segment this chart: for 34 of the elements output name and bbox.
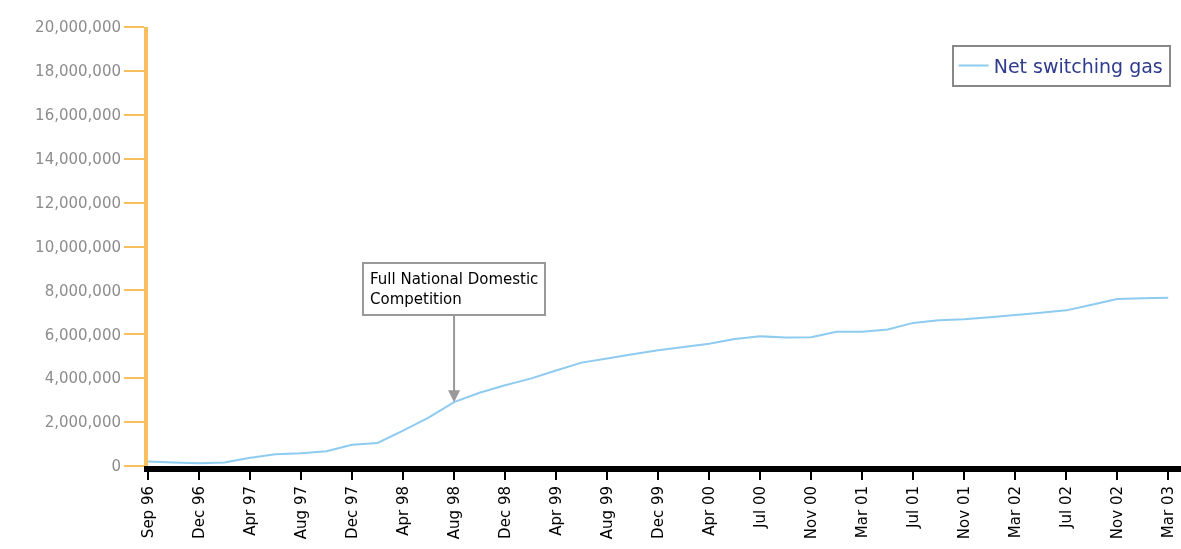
x-tick-label: Aug 98 <box>444 486 463 540</box>
x-tick-label: Jul 00 <box>751 486 770 529</box>
x-tick-label: Nov 01 <box>955 486 974 540</box>
y-tick-label: 6,000,000 <box>44 325 121 344</box>
y-tick-label: 2,000,000 <box>44 413 121 432</box>
y-tick-label: 10,000,000 <box>35 237 121 256</box>
x-tick-label: Dec 97 <box>342 486 361 539</box>
x-tick-label: Apr 97 <box>240 486 259 536</box>
y-tick-label: 0 <box>111 457 121 476</box>
x-tick-label: Apr 98 <box>393 486 412 536</box>
x-tick-label: Nov 02 <box>1108 486 1127 540</box>
x-tick-label: Apr 00 <box>700 486 719 536</box>
y-tick-label: 18,000,000 <box>35 62 121 81</box>
x-tick-label: Aug 97 <box>291 486 310 540</box>
y-tick-label: 4,000,000 <box>44 369 121 388</box>
x-tick-label: Apr 99 <box>546 486 565 536</box>
x-tick-label: Jul 01 <box>904 486 923 529</box>
y-tick-label: 8,000,000 <box>44 281 121 300</box>
x-tick-label: Nov 00 <box>802 486 821 540</box>
x-tick-label: Dec 98 <box>495 486 514 539</box>
x-tick-label: Dec 96 <box>189 486 208 539</box>
legend-label: Net switching gas <box>993 54 1163 77</box>
y-tick-label: 16,000,000 <box>35 106 121 125</box>
x-tick-label: Sep 96 <box>138 486 157 539</box>
y-tick-label: 20,000,000 <box>35 18 121 37</box>
x-tick-label: Jul 02 <box>1057 486 1076 529</box>
x-tick-label: Mar 03 <box>1159 486 1178 539</box>
x-tick-label: Aug 99 <box>597 486 616 540</box>
annotation: Full National Domestic Competition <box>370 270 539 308</box>
x-tick-label: Dec 99 <box>648 486 667 539</box>
x-tick-label: Mar 02 <box>1006 486 1025 539</box>
y-tick-label: 14,000,000 <box>35 149 121 168</box>
x-tick-label: Mar 01 <box>853 486 872 539</box>
y-tick-label: 12,000,000 <box>35 193 121 212</box>
